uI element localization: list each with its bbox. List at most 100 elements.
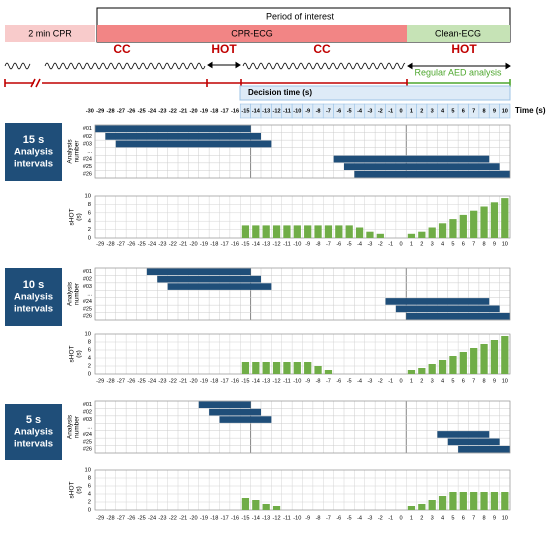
x-tick-label: -2	[378, 378, 383, 384]
analysis-interval	[437, 431, 490, 438]
decision-tick: 3	[431, 108, 434, 114]
x-tick-label: -26	[127, 241, 135, 247]
analysis-axis-label: Analysis	[67, 139, 74, 164]
chart-frame	[94, 333, 511, 375]
x-tick-label: -19	[200, 515, 208, 521]
decision-tick: -22	[169, 108, 177, 114]
analysis-row-label: ...	[87, 424, 92, 430]
x-tick-label: -12	[273, 378, 281, 384]
bar	[501, 198, 509, 238]
x-tick-label: 6	[462, 241, 465, 247]
x-tick-label: -2	[378, 515, 383, 521]
analysis-interval	[385, 298, 490, 305]
bar	[407, 233, 416, 238]
analysis-interval	[115, 140, 272, 148]
x-tick-label: -11	[283, 515, 291, 521]
bar	[272, 362, 281, 374]
bar	[449, 492, 457, 510]
bar	[324, 370, 333, 374]
x-tick-label: 6	[462, 515, 465, 521]
analysis-row-label: #24	[83, 299, 92, 305]
analysis-interval	[458, 445, 510, 453]
x-tick-label: -8	[316, 515, 321, 521]
x-tick-label: -10	[293, 378, 301, 384]
decision-tick: -10	[293, 108, 301, 114]
x-tick-label: 0	[400, 515, 403, 521]
x-tick-label: 5	[451, 378, 454, 384]
x-tick-label: -29	[96, 241, 104, 247]
bar	[252, 500, 260, 510]
phase-label: CC	[113, 42, 131, 56]
decision-tick: -26	[127, 108, 135, 114]
bar	[407, 370, 416, 374]
panel-label: 15 s	[23, 134, 44, 146]
analysis-axis-label: Analysis	[67, 414, 74, 439]
x-tick-label: -6	[336, 241, 341, 247]
x-tick-label: 10	[502, 241, 508, 247]
decision-tick: -3	[367, 108, 372, 114]
bar	[355, 227, 364, 238]
x-tick-label: -1	[388, 241, 393, 247]
x-tick-label: -13	[262, 378, 270, 384]
bar	[459, 492, 467, 510]
x-tick-label: 4	[441, 378, 444, 384]
y-tick-label: 2	[88, 500, 91, 506]
y-axis-label: sHOT	[69, 481, 76, 498]
bar	[501, 492, 509, 510]
panel-label: 10 s	[23, 279, 44, 291]
x-tick-label: 8	[483, 515, 486, 521]
bar	[241, 225, 250, 238]
x-tick-label: 10	[502, 378, 508, 384]
x-tick-label: -29	[96, 515, 104, 521]
analysis-row-label: #03	[83, 141, 92, 147]
analysis-row-label: ...	[87, 149, 92, 155]
x-tick-label: -14	[252, 241, 260, 247]
x-tick-label: -4	[357, 241, 362, 247]
decision-tick: -15	[241, 108, 249, 114]
analysis-interval	[395, 305, 500, 313]
analysis-interval	[157, 275, 261, 283]
bar	[407, 506, 416, 510]
bar	[438, 360, 447, 374]
x-tick-label: -26	[127, 515, 135, 521]
x-tick-label: -8	[316, 378, 321, 384]
bar	[262, 362, 270, 374]
y-axis-label: (s)	[76, 350, 83, 358]
analysis-row-label: #01	[83, 402, 92, 408]
x-tick-label: 9	[493, 241, 496, 247]
decision-tick: -16	[231, 108, 239, 114]
x-tick-label: -25	[138, 515, 146, 521]
bar	[293, 362, 301, 374]
bar	[304, 362, 312, 374]
x-tick-label: -3	[367, 378, 372, 384]
decision-tick: -28	[107, 108, 115, 114]
panel-label: Analysis	[14, 292, 53, 303]
bar	[314, 225, 322, 238]
x-tick-label: 7	[472, 515, 475, 521]
x-tick-label: -1	[388, 378, 393, 384]
x-tick-label: 8	[483, 378, 486, 384]
period-label: Period of interest	[266, 11, 335, 21]
x-tick-label: -17	[221, 515, 229, 521]
pre-period-label: 2 min CPR	[28, 28, 72, 38]
x-tick-label: -9	[305, 515, 310, 521]
x-tick-label: -27	[117, 515, 125, 521]
bar	[449, 219, 457, 238]
y-tick-label: 0	[88, 508, 91, 514]
phase-label: HOT	[451, 42, 477, 56]
decision-tick: 6	[462, 108, 465, 114]
x-tick-label: 10	[502, 515, 508, 521]
analysis-interval	[95, 125, 251, 133]
analysis-row-label: #25	[83, 439, 92, 445]
decision-tick: -17	[221, 108, 229, 114]
x-tick-label: 2	[420, 241, 423, 247]
panel-label: intervals	[14, 439, 53, 450]
decision-tick: -12	[273, 108, 281, 114]
x-tick-label: -8	[316, 241, 321, 247]
y-axis-label: (s)	[76, 213, 83, 221]
ecg-waves	[4, 62, 406, 70]
bar	[262, 504, 270, 510]
x-tick-label: -29	[96, 378, 104, 384]
bar	[293, 225, 301, 238]
